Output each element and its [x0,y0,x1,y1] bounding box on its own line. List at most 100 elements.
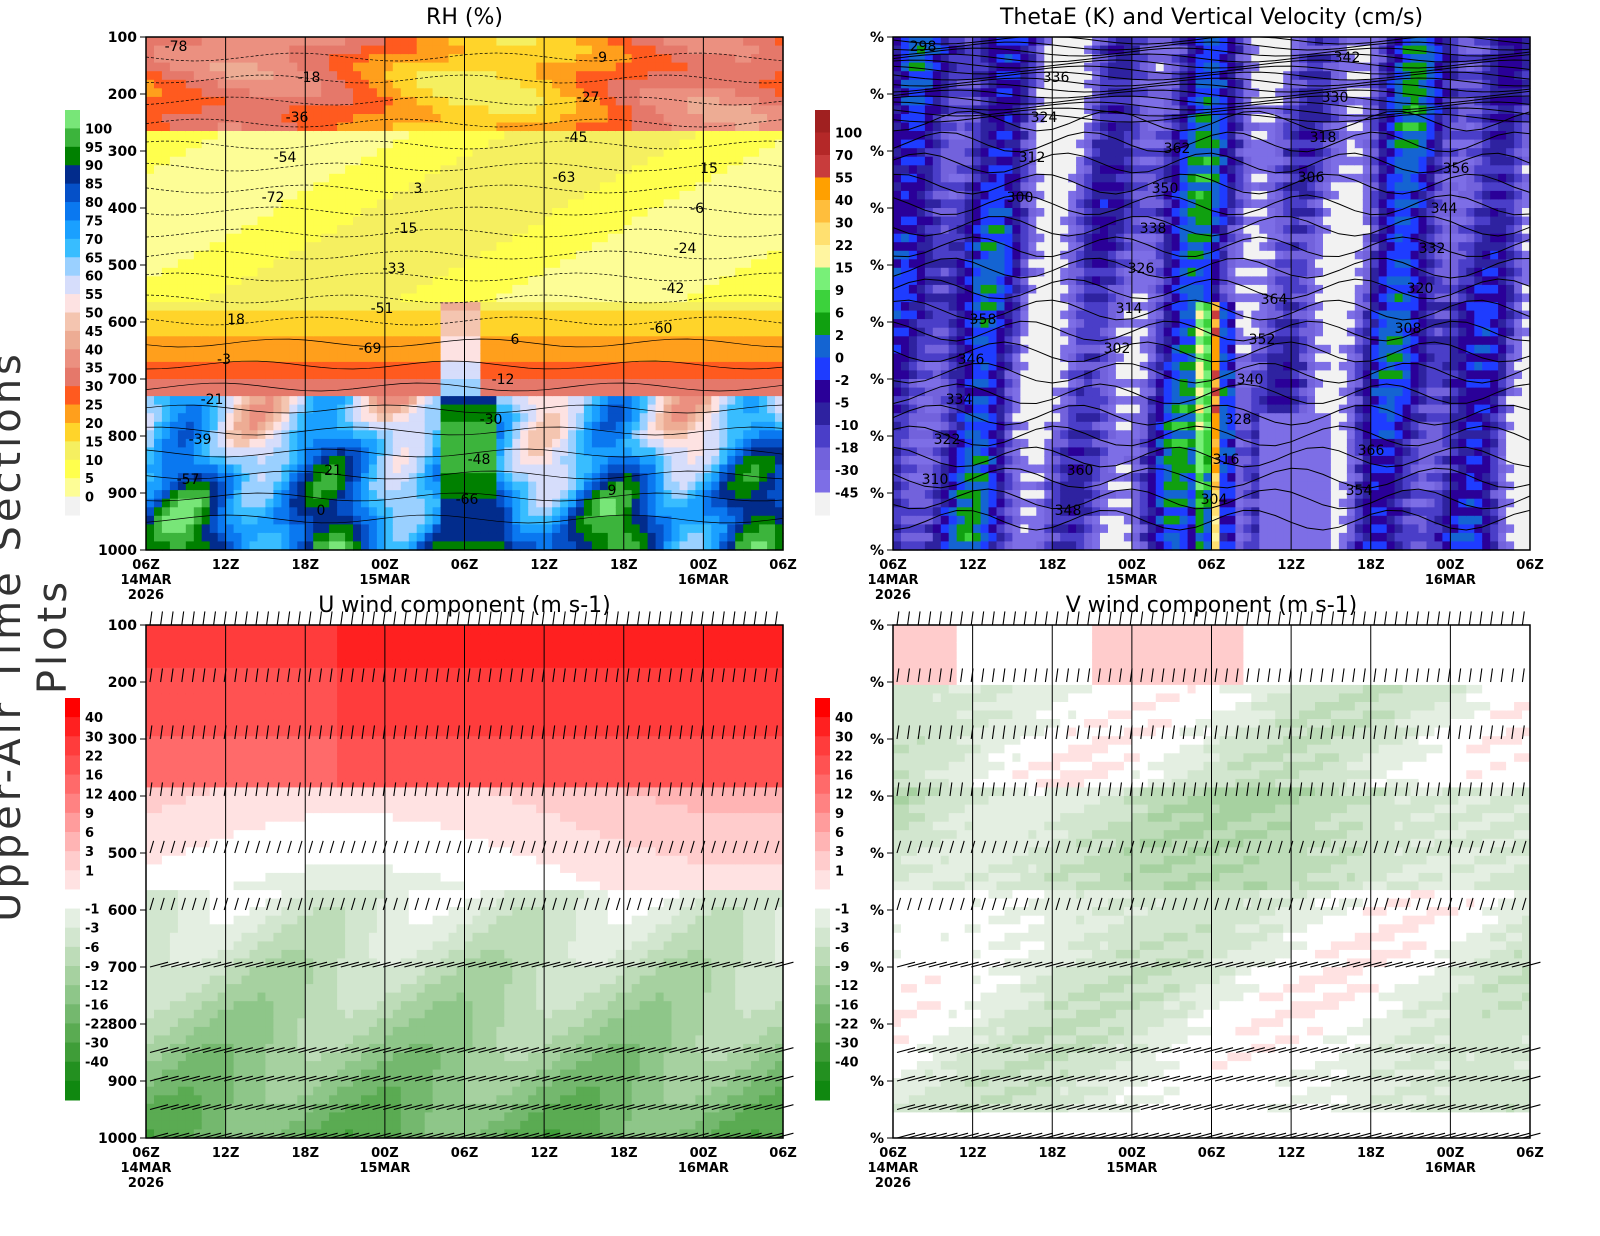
field-cell [210,225,219,234]
field-cell [258,123,267,132]
field-cell [250,405,259,414]
field-cell [258,242,267,251]
field-cell [361,131,370,140]
field-cell [154,259,163,268]
field-cell [250,302,259,311]
field-cell [297,148,306,157]
field-cell [361,362,370,371]
field-cell [289,388,298,397]
field-cell [258,217,267,226]
field-cell [393,88,402,97]
field-cell [210,174,219,183]
field-cell [218,63,227,72]
field-cell [385,379,394,388]
field-cell [146,37,155,46]
field-cell [337,234,346,243]
field-cell [218,182,227,191]
field-cell [226,131,235,140]
field-cell [377,422,386,431]
field-cell [186,456,195,465]
field-cell [146,328,155,337]
field-cell [273,285,282,294]
field-cell [313,405,322,414]
field-cell [329,251,338,260]
field-cell [202,362,211,371]
field-cell [369,507,378,516]
field-cell [202,80,211,89]
field-cell [329,516,338,525]
field-cell [313,285,322,294]
field-cell [353,533,362,542]
field-cell [297,362,306,371]
field-cell [258,302,267,311]
field-cell [154,199,163,208]
field-cell [385,353,394,362]
field-cell [361,208,370,217]
field-cell [273,123,282,132]
field-cell [289,353,298,362]
field-cell [345,405,354,414]
field-cell [305,465,314,474]
field-cell [258,413,267,422]
field-cell [305,37,314,46]
field-cell [345,71,354,80]
field-cell [202,524,211,533]
field-cell [345,105,354,114]
field-cell [170,370,179,379]
field-cell [329,105,338,114]
field-cell [202,123,211,132]
field-cell [393,311,402,320]
field-cell [369,447,378,456]
field-cell [313,379,322,388]
field-cell [234,80,243,89]
field-cell [258,507,267,516]
field-cell [361,37,370,46]
field-cell [154,430,163,439]
field-cell [297,88,306,97]
field-cell [353,276,362,285]
field-cell [281,302,290,311]
field-cell [202,413,211,422]
field-cell [337,516,346,525]
field-cell [345,174,354,183]
field-cell [289,259,298,268]
field-cell [321,71,330,80]
field-cell [369,242,378,251]
field-cell [289,131,298,140]
field-cell [305,447,314,456]
field-cell [321,242,330,251]
field-cell [154,276,163,285]
field-cell [385,182,394,191]
field-cell [369,319,378,328]
field-cell [345,157,354,166]
field-cell [226,157,235,166]
field-cell [194,336,203,345]
field-cell [273,430,282,439]
field-cell [258,447,267,456]
field-cell [393,465,402,474]
field-cell [393,396,402,405]
field-cell [337,285,346,294]
field-cell [226,482,235,491]
field-cell [210,54,219,63]
field-cell [186,259,195,268]
field-cell [186,396,195,405]
field-cell [154,131,163,140]
field-cell [353,328,362,337]
field-cell [265,302,274,311]
field-cell [297,396,306,405]
field-cell [321,234,330,243]
field-cell [146,234,155,243]
field-cell [226,37,235,46]
field-cell [385,328,394,337]
field-cell [353,157,362,166]
field-cell [273,234,282,243]
field-cell [146,370,155,379]
field-cell [258,259,267,268]
field-cell [273,268,282,277]
field-cell [234,473,243,482]
field-cell [250,370,259,379]
field-cell [178,439,187,448]
field-cell [353,516,362,525]
field-cell [265,37,274,46]
